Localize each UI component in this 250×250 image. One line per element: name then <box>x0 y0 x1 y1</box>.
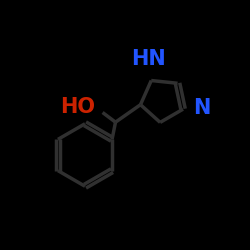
Text: N: N <box>194 98 211 118</box>
Text: HN: HN <box>132 49 166 69</box>
Text: HO: HO <box>60 98 96 117</box>
